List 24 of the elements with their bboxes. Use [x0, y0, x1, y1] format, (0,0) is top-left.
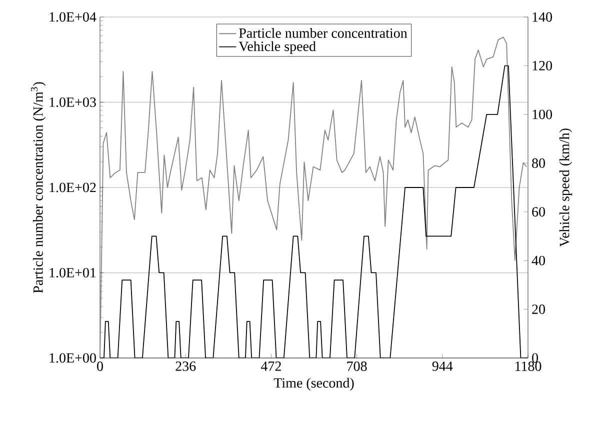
- y-tick-label: 1.0E+02: [50, 182, 96, 192]
- legend-label: Vehicle speed: [238, 41, 316, 54]
- y-axis-title: Particle number concentration (N/m$^{3}$): [30, 82, 46, 293]
- x-axis-title: Time (second): [274, 378, 354, 391]
- y2-axis-title: Vehicle speed (km/h): [559, 128, 572, 247]
- x-tick-label: 236: [176, 362, 196, 371]
- y2-tick-label: 140: [532, 12, 552, 22]
- y-tick-label: 1.0E+01: [50, 268, 96, 278]
- y-tick-label: 1.0E+03: [50, 97, 96, 107]
- x-tick-label: 0: [97, 362, 103, 371]
- y-tick-label: 1.0E+00: [50, 353, 96, 363]
- y2-tick-label: 100: [532, 110, 552, 120]
- y2-tick-label: 80: [532, 158, 545, 168]
- y-tick-label: 1.0E+04: [50, 12, 96, 22]
- y2-tick-label: 0: [532, 353, 538, 363]
- y2-tick-label: 20: [532, 304, 545, 314]
- y2-tick-label: 60: [532, 207, 545, 217]
- x-tick-label: 1180: [515, 362, 542, 371]
- legend-label: Particle number concentration: [239, 28, 408, 38]
- x-tick-label: 708: [347, 362, 367, 371]
- y2-tick-label: 120: [532, 60, 552, 70]
- y2-tick-label: 40: [532, 256, 545, 266]
- x-tick-label: 944: [432, 362, 453, 371]
- x-tick-label: 472: [260, 362, 281, 371]
